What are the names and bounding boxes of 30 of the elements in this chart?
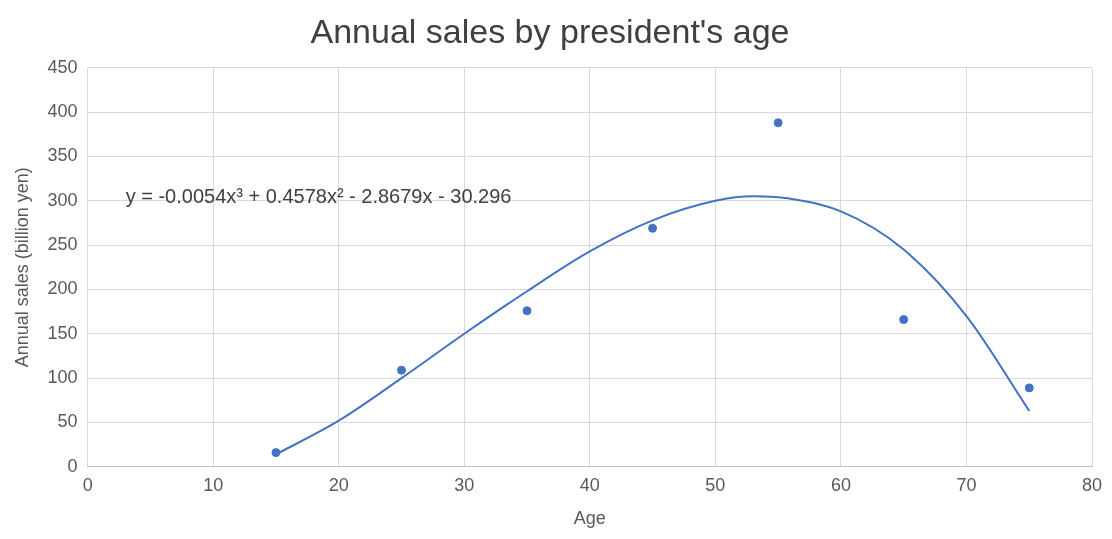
x-tick-label: 50 (705, 474, 726, 495)
x-tick-label: 20 (328, 474, 349, 495)
y-tick-label: 100 (47, 367, 78, 388)
point (522, 306, 532, 316)
y-tick-label: 250 (47, 234, 78, 255)
point (899, 315, 909, 325)
x-tick-label: 40 (579, 474, 600, 495)
y-tick-label: 400 (47, 101, 78, 122)
point (773, 118, 783, 128)
x-tick-label: 0 (82, 474, 93, 495)
y-tick-label: 300 (47, 189, 78, 210)
annotation: y = -0.0054x³ + 0.4578x² - 2.8679x - 30.296 (125, 184, 512, 207)
x-tick-label: 80 (1081, 474, 1103, 495)
chart-title: Annual sales by president's age (310, 11, 790, 50)
point (397, 365, 406, 375)
y-tick-label: 50 (57, 411, 78, 432)
y-tick-label: 350 (47, 145, 78, 166)
x-tick-label: 30 (454, 474, 475, 495)
point (648, 223, 658, 233)
point (271, 448, 281, 458)
y-axis-title: Annual sales (billion yen) (11, 167, 32, 368)
x-axis-title: Age (573, 508, 606, 529)
point (1024, 383, 1034, 393)
y-tick-label: 150 (47, 322, 78, 343)
x-tick-label: 10 (203, 474, 224, 495)
y-tick-label: 200 (47, 278, 78, 299)
y-tick-label: 0 (67, 455, 78, 476)
y-tick-label: 450 (47, 56, 78, 77)
x-tick-label: 70 (956, 474, 977, 495)
x-tick-label: 60 (830, 474, 851, 495)
